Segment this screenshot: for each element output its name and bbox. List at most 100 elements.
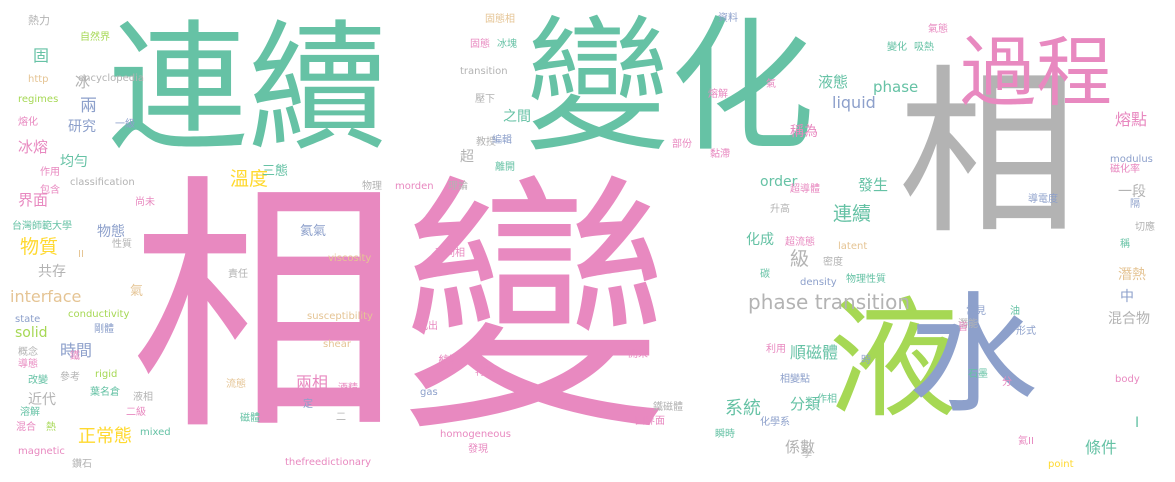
cloud-word: order xyxy=(760,174,798,190)
cloud-word: phase xyxy=(873,78,919,96)
cloud-word: 吸熱 xyxy=(914,42,934,53)
cloud-word: 變化 xyxy=(525,3,815,172)
cloud-word: 潛能 xyxy=(958,319,978,330)
cloud-word: 時間 xyxy=(60,341,93,360)
cloud-word: 概念 xyxy=(18,347,38,358)
cloud-word: density xyxy=(800,277,837,288)
cloud-word: 正常態 xyxy=(78,426,132,447)
cloud-word: latent xyxy=(838,241,868,252)
cloud-word: 熔點 xyxy=(1115,110,1148,129)
cloud-word: state xyxy=(15,314,41,325)
cloud-word: 變 xyxy=(438,353,455,372)
cloud-word: 研究 xyxy=(68,119,96,135)
cloud-word: 部份 xyxy=(672,139,692,150)
cloud-word: interface xyxy=(10,287,82,306)
cloud-word: 液 xyxy=(828,284,959,436)
cloud-word: 流態 xyxy=(226,379,246,390)
cloud-word: 二 xyxy=(336,412,346,423)
cloud-word: 磁體 xyxy=(240,413,260,424)
cloud-word: 相變 xyxy=(130,152,670,467)
cloud-word: thefreedictionary xyxy=(285,457,372,468)
cloud-word: 物態 xyxy=(97,224,125,240)
cloud-word: 葉名倉 xyxy=(90,387,120,398)
cloud-word: body xyxy=(1115,374,1140,385)
cloud-word: 氣 xyxy=(766,79,776,90)
cloud-word: 氦II xyxy=(1018,436,1034,447)
cloud-word: 壓下 xyxy=(475,94,495,105)
cloud-word: 資料 xyxy=(718,13,738,24)
cloud-word: 係數 xyxy=(785,438,816,456)
cloud-word: 剛體 xyxy=(94,324,114,335)
cloud-word: 包含 xyxy=(40,185,60,196)
cloud-word: 固態 xyxy=(470,39,490,50)
cloud-word: 教授 xyxy=(476,137,496,148)
cloud-word: 液相 xyxy=(133,392,153,403)
cloud-word: 時 xyxy=(861,355,871,366)
cloud-word: phase transition xyxy=(748,290,910,314)
cloud-word: 皆 xyxy=(958,322,968,333)
cloud-word: 利用 xyxy=(766,344,786,355)
cloud-word: 系統 xyxy=(725,398,761,419)
cloud-word: 密度 xyxy=(823,257,843,268)
cloud-word: 酒精 xyxy=(338,383,358,394)
cloud-word: 瞬時 xyxy=(715,429,735,440)
cloud-word: 不同相 xyxy=(435,248,465,259)
cloud-word: 切應 xyxy=(1135,222,1155,233)
cloud-word: 常見 xyxy=(966,306,986,317)
cloud-word: transition xyxy=(460,66,508,77)
cloud-word: 二級 xyxy=(126,407,146,418)
cloud-word: 中 xyxy=(1120,289,1134,305)
cloud-word: 石墨 xyxy=(968,369,988,380)
cloud-word: 兩 xyxy=(80,96,97,116)
cloud-word: 連續 xyxy=(833,203,872,225)
cloud-word: 溶解 xyxy=(20,407,40,418)
cloud-word: 超導體 xyxy=(790,184,820,195)
cloud-word: 液態 xyxy=(818,73,849,91)
cloud-word: 稱 xyxy=(1120,239,1130,250)
cloud-word: 定 xyxy=(303,399,313,410)
cloud-word: 氣 xyxy=(130,284,144,299)
cloud-word: 熔化 xyxy=(18,117,38,128)
cloud-word: 溫度 xyxy=(230,168,269,190)
cloud-word: 潛熱 xyxy=(1118,267,1146,283)
cloud-word: 分 xyxy=(1002,377,1012,388)
cloud-word: 鑽石 xyxy=(72,459,92,470)
cloud-word: 台灣師範大學 xyxy=(12,221,72,232)
cloud-word: 近代 xyxy=(28,392,56,408)
cloud-word: 均勻 xyxy=(60,154,88,170)
cloud-word: 固態相 xyxy=(485,14,515,25)
cloud-word: I xyxy=(1135,415,1140,431)
cloud-word: 變化 xyxy=(887,42,907,53)
cloud-word: 冰熔 xyxy=(18,138,49,156)
cloud-word: 條件 xyxy=(1085,438,1118,457)
cloud-word: 離開 xyxy=(495,162,515,173)
cloud-word: morden xyxy=(395,181,434,192)
cloud-word: 理論 xyxy=(448,181,468,192)
cloud-word: conductivity xyxy=(68,309,130,320)
cloud-word: 冰塊 xyxy=(497,39,517,50)
cloud-word: 順磁體 xyxy=(790,343,839,362)
cloud-word: 油 xyxy=(1010,306,1020,317)
cloud-word: 改變 xyxy=(28,375,48,386)
cloud-word: 分類 xyxy=(790,395,821,413)
cloud-word: II xyxy=(78,249,84,260)
cloud-word: 發生 xyxy=(858,176,889,194)
cloud-word: 兩相 xyxy=(296,373,329,392)
cloud-word: 氣態 xyxy=(928,24,948,35)
cloud-word: 超流態 xyxy=(785,237,815,248)
cloud-word: 導態 xyxy=(18,359,38,370)
cloud-word: 化成 xyxy=(746,232,774,248)
cloud-word: 物質 xyxy=(20,236,59,258)
cloud-word: 固界面 xyxy=(635,416,665,427)
cloud-word: 熔解 xyxy=(708,89,728,100)
cloud-word: 碳 xyxy=(760,269,770,280)
cloud-word: 物理性質 xyxy=(846,274,886,285)
cloud-word: 鐵 xyxy=(70,351,80,362)
cloud-word: solid xyxy=(15,325,48,341)
cloud-word: 升高 xyxy=(770,204,790,215)
cloud-word: 熱 xyxy=(46,422,56,433)
cloud-word: modulus xyxy=(1110,154,1153,165)
cloud-word: gas xyxy=(420,387,438,398)
cloud-word: 作用 xyxy=(40,167,60,178)
cloud-word: point xyxy=(1048,459,1074,470)
